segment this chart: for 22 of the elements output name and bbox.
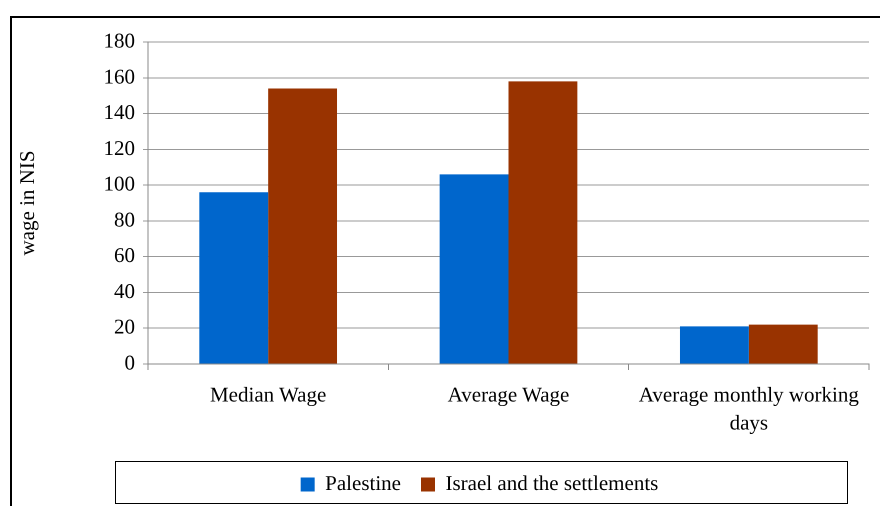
y-tick-label: 60: [114, 243, 135, 268]
y-tick-label: 40: [114, 278, 135, 303]
bar: [440, 174, 508, 364]
x-tick-label: Average monthly working days: [638, 382, 860, 434]
y-tick-label: 100: [104, 172, 135, 196]
y-tick-label: 80: [114, 207, 135, 232]
y-tick-label: 0: [124, 350, 135, 375]
y-tick-label: 160: [104, 64, 135, 88]
x-tick-label: Average Wage: [448, 382, 570, 406]
bar: [268, 88, 338, 364]
y-axis-title: wage in NIS: [15, 150, 40, 256]
y-tick-label: 120: [104, 136, 135, 160]
bar: [680, 326, 749, 364]
legend-label: Israel and the settlements: [445, 471, 658, 496]
y-tick-label: 180: [104, 28, 135, 53]
y-tick-label: 20: [114, 314, 135, 339]
x-tick-label: Median Wage: [210, 382, 326, 406]
bar: [508, 81, 578, 364]
y-tick-label: 140: [104, 100, 135, 124]
bar: [199, 192, 268, 364]
bar: [748, 324, 818, 364]
legend-label: Palestine: [325, 471, 401, 496]
